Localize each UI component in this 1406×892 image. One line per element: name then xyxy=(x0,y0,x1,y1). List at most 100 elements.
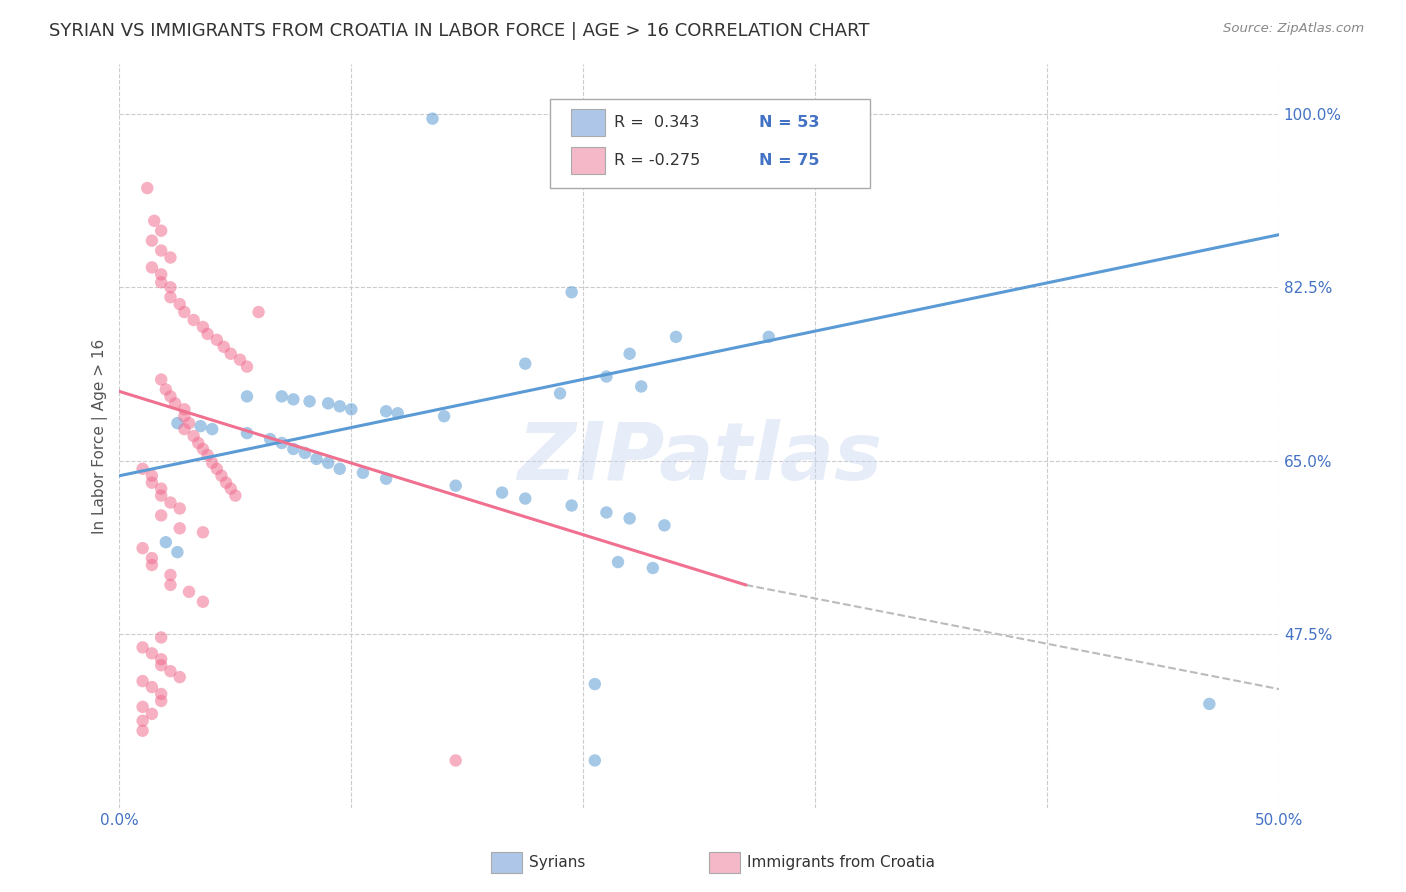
Point xyxy=(141,475,163,490)
Point xyxy=(131,714,153,728)
Point xyxy=(219,482,242,496)
Point xyxy=(247,305,270,319)
Point xyxy=(159,568,181,582)
Point xyxy=(131,699,153,714)
Point xyxy=(166,545,188,559)
Point xyxy=(169,521,191,535)
Text: Source: ZipAtlas.com: Source: ZipAtlas.com xyxy=(1223,22,1364,36)
Point xyxy=(583,754,606,768)
Point xyxy=(141,706,163,721)
Point xyxy=(294,446,316,460)
Point xyxy=(515,357,537,371)
Point xyxy=(197,326,219,341)
Point xyxy=(561,285,583,300)
Y-axis label: In Labor Force | Age > 16: In Labor Force | Age > 16 xyxy=(93,338,108,533)
Point xyxy=(619,347,641,361)
Point xyxy=(191,595,214,609)
Point xyxy=(143,214,166,228)
Point xyxy=(150,224,173,238)
Point xyxy=(329,462,352,476)
Text: SYRIAN VS IMMIGRANTS FROM CROATIA IN LABOR FORCE | AGE > 16 CORRELATION CHART: SYRIAN VS IMMIGRANTS FROM CROATIA IN LAB… xyxy=(49,22,870,40)
Point xyxy=(205,333,228,347)
Point xyxy=(654,518,676,533)
Point xyxy=(187,436,209,450)
Point xyxy=(340,402,363,417)
Point xyxy=(491,485,513,500)
Point xyxy=(150,687,173,701)
Point xyxy=(131,541,153,556)
Point xyxy=(236,426,259,441)
Point xyxy=(641,561,664,575)
Point xyxy=(215,475,238,490)
Point xyxy=(191,320,214,334)
Point xyxy=(131,723,153,738)
Point xyxy=(131,640,153,655)
Point xyxy=(173,305,195,319)
Point xyxy=(387,406,409,420)
Point xyxy=(150,508,173,523)
Point xyxy=(159,664,181,678)
Point xyxy=(150,652,173,666)
Point xyxy=(141,260,163,275)
Point xyxy=(131,462,153,476)
Point xyxy=(177,584,200,599)
Text: N = 53: N = 53 xyxy=(759,115,820,129)
Point xyxy=(422,112,444,126)
Point xyxy=(159,280,181,294)
Point xyxy=(166,416,188,430)
Point xyxy=(169,297,191,311)
Point xyxy=(619,511,641,525)
Point xyxy=(183,429,205,443)
Point xyxy=(201,422,224,436)
Point xyxy=(515,491,537,506)
Point xyxy=(141,646,163,660)
Point xyxy=(352,466,374,480)
Point xyxy=(607,555,630,569)
Point xyxy=(305,451,328,466)
Point xyxy=(177,416,200,430)
Point xyxy=(758,330,780,344)
Point xyxy=(665,330,688,344)
Point xyxy=(375,404,398,418)
Point xyxy=(229,352,252,367)
Point xyxy=(159,578,181,592)
Point xyxy=(141,468,163,483)
Point xyxy=(224,489,246,503)
Text: R =  0.343: R = 0.343 xyxy=(614,115,700,129)
Point xyxy=(159,389,181,403)
Point xyxy=(169,670,191,684)
Point xyxy=(236,359,259,374)
Point xyxy=(201,456,224,470)
Point xyxy=(548,386,571,401)
Point xyxy=(141,234,163,248)
Point xyxy=(141,680,163,694)
Point xyxy=(150,694,173,708)
Text: N = 75: N = 75 xyxy=(759,153,820,168)
Point xyxy=(131,674,153,689)
Point xyxy=(283,392,305,407)
Point xyxy=(190,419,212,434)
Point xyxy=(444,478,467,492)
Point xyxy=(141,558,163,572)
Point xyxy=(173,409,195,424)
Point xyxy=(183,313,205,327)
Point xyxy=(155,535,177,549)
Point xyxy=(169,501,191,516)
Point xyxy=(150,275,173,289)
Text: ZIPatlas: ZIPatlas xyxy=(516,419,882,498)
Point xyxy=(236,389,259,403)
Text: Immigrants from Croatia: Immigrants from Croatia xyxy=(747,855,935,870)
Point xyxy=(150,372,173,386)
Point xyxy=(211,468,233,483)
Point xyxy=(219,347,242,361)
Point xyxy=(150,482,173,496)
Point xyxy=(191,525,214,540)
Point xyxy=(1198,697,1220,711)
Point xyxy=(316,396,339,410)
Point xyxy=(583,677,606,691)
Point xyxy=(173,422,195,436)
Point xyxy=(191,442,214,456)
Point xyxy=(150,244,173,258)
Point xyxy=(375,472,398,486)
Point xyxy=(316,456,339,470)
